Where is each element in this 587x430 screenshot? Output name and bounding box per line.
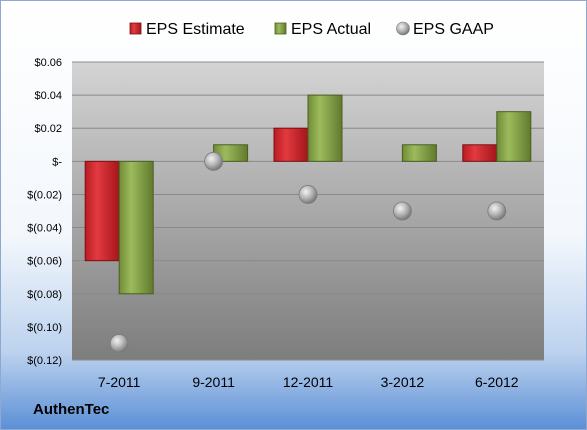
eps-estimate-bar xyxy=(84,160,120,262)
eps-actual-bar xyxy=(307,94,343,162)
y-tick-label: $- xyxy=(52,156,62,168)
y-tick-label: $(0.12) xyxy=(27,355,62,367)
legend-swatch xyxy=(274,22,287,35)
eps-gaap-marker xyxy=(298,185,318,204)
x-tick-label: 7-2011 xyxy=(98,374,141,390)
eps-gaap-marker xyxy=(109,334,129,353)
y-tick-label: $(0.06) xyxy=(27,256,62,268)
legend-swatch xyxy=(129,22,142,35)
eps-estimate-bar xyxy=(273,127,309,162)
eps-actual-bar xyxy=(401,144,437,162)
company-name: AuthenTec xyxy=(33,401,110,418)
eps-actual-bar xyxy=(118,160,154,295)
eps-gaap-marker xyxy=(392,201,412,221)
y-tick-label: $(0.04) xyxy=(27,223,62,235)
legend-swatch xyxy=(396,21,410,36)
y-tick-label: $(0.10) xyxy=(27,322,62,334)
eps-gaap-marker xyxy=(204,151,224,171)
eps-gaap-marker xyxy=(487,201,507,221)
y-tick-label: $(0.02) xyxy=(27,189,62,201)
y-tick-label: $0.02 xyxy=(34,123,62,135)
y-tick-label: $(0.08) xyxy=(27,289,62,301)
x-tick-label: 9-2011 xyxy=(192,374,235,390)
eps-actual-bar xyxy=(496,111,532,162)
y-tick-label: $0.04 xyxy=(34,90,62,102)
x-tick-label: 12-2011 xyxy=(283,374,334,390)
eps-estimate-bar xyxy=(462,144,498,162)
legend-label: EPS Estimate xyxy=(146,21,245,38)
legend-label: EPS Actual xyxy=(291,21,371,38)
x-tick-label: 6-2012 xyxy=(475,374,519,390)
legend-label: EPS GAAP xyxy=(413,21,494,38)
y-tick-label: $0.06 xyxy=(34,57,62,69)
x-tick-label: 3-2012 xyxy=(381,374,425,390)
